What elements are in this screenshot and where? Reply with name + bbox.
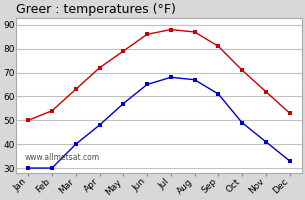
Text: Greer : temperatures (°F): Greer : temperatures (°F) [16,3,176,16]
Text: www.allmetsat.com: www.allmetsat.com [25,153,100,162]
